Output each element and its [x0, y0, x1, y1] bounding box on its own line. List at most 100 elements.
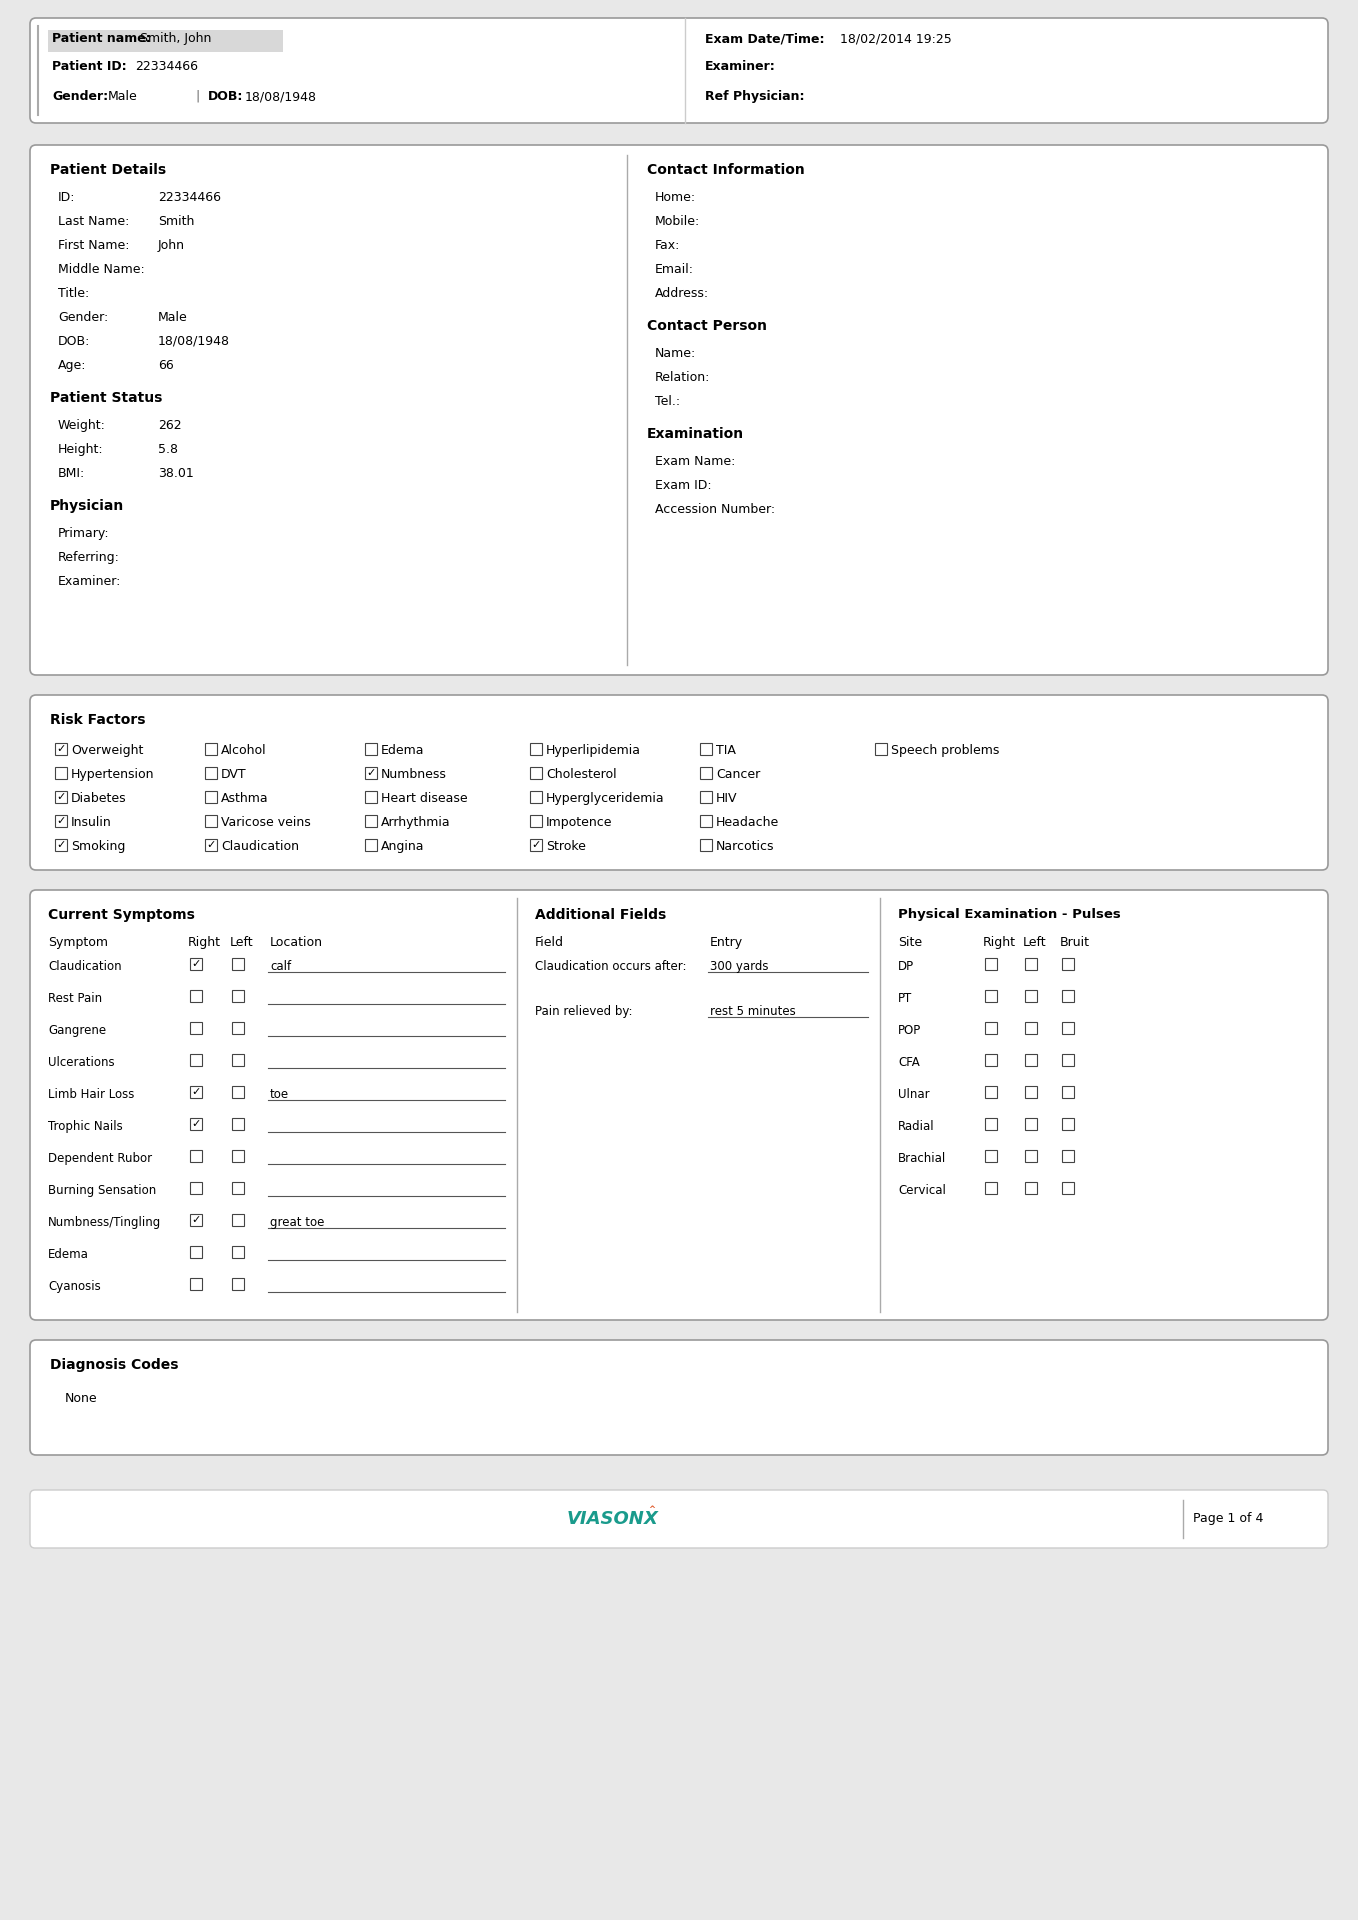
Text: DOB:: DOB:: [208, 90, 243, 104]
Text: Right: Right: [983, 937, 1016, 948]
Text: Current Symptoms: Current Symptoms: [48, 908, 196, 922]
Text: 18/08/1948: 18/08/1948: [158, 334, 230, 348]
Bar: [985, 1183, 997, 1194]
Text: Limb Hair Loss: Limb Hair Loss: [48, 1089, 134, 1100]
Text: Numbness: Numbness: [382, 768, 447, 781]
FancyBboxPatch shape: [30, 891, 1328, 1321]
Text: Home:: Home:: [655, 190, 697, 204]
Bar: [190, 1117, 202, 1131]
Text: Left: Left: [1023, 937, 1047, 948]
Text: VIASON: VIASON: [566, 1509, 644, 1528]
Bar: [205, 766, 217, 780]
Bar: [190, 1054, 202, 1066]
Text: Cholesterol: Cholesterol: [546, 768, 617, 781]
Text: John: John: [158, 238, 185, 252]
Bar: [232, 1117, 244, 1131]
Text: HIV: HIV: [716, 791, 737, 804]
Text: Name:: Name:: [655, 348, 697, 361]
Text: 300 yards: 300 yards: [710, 960, 769, 973]
Bar: [1062, 1021, 1074, 1035]
Text: Location: Location: [270, 937, 323, 948]
Text: Ref Physician:: Ref Physician:: [705, 90, 804, 104]
Bar: [190, 1279, 202, 1290]
Bar: [699, 839, 712, 851]
FancyBboxPatch shape: [30, 146, 1328, 676]
Text: Primary:: Primary:: [58, 526, 110, 540]
Text: Numbness/Tingling: Numbness/Tingling: [48, 1215, 162, 1229]
Bar: [699, 743, 712, 755]
Text: Physician: Physician: [50, 499, 124, 513]
Text: Male: Male: [109, 90, 137, 104]
Bar: [1025, 1054, 1038, 1066]
Text: ^: ^: [649, 1505, 656, 1513]
Text: Heart disease: Heart disease: [382, 791, 467, 804]
Bar: [985, 1021, 997, 1035]
Text: PT: PT: [898, 993, 913, 1004]
Bar: [56, 743, 67, 755]
Text: Examination: Examination: [646, 426, 744, 442]
Text: Site: Site: [898, 937, 922, 948]
Text: Gender:: Gender:: [52, 90, 109, 104]
Bar: [190, 991, 202, 1002]
Text: ✓: ✓: [191, 958, 201, 970]
Text: Arrhythmia: Arrhythmia: [382, 816, 451, 829]
Bar: [232, 1021, 244, 1035]
Text: POP: POP: [898, 1023, 922, 1037]
Text: 262: 262: [158, 419, 182, 432]
Text: Last Name:: Last Name:: [58, 215, 129, 228]
Text: calf: calf: [270, 960, 291, 973]
Text: Accession Number:: Accession Number:: [655, 503, 775, 516]
Bar: [205, 814, 217, 828]
Text: ✓: ✓: [367, 768, 376, 778]
Text: Contact Information: Contact Information: [646, 163, 805, 177]
Text: ✓: ✓: [56, 841, 65, 851]
Bar: [205, 791, 217, 803]
Bar: [365, 766, 378, 780]
Text: 18/08/1948: 18/08/1948: [244, 90, 316, 104]
Bar: [985, 1087, 997, 1098]
Text: Physical Examination - Pulses: Physical Examination - Pulses: [898, 908, 1120, 922]
Bar: [365, 814, 378, 828]
Text: Edema: Edema: [382, 743, 425, 756]
Bar: [190, 958, 202, 970]
Text: Cervical: Cervical: [898, 1185, 947, 1196]
Text: Smith, John: Smith, John: [140, 33, 212, 44]
Bar: [205, 839, 217, 851]
Text: Overweight: Overweight: [71, 743, 144, 756]
Text: Angina: Angina: [382, 841, 425, 852]
Text: Bruit: Bruit: [1061, 937, 1090, 948]
Bar: [1025, 1117, 1038, 1131]
Bar: [365, 791, 378, 803]
Text: Age:: Age:: [58, 359, 87, 372]
Text: ✓: ✓: [56, 791, 65, 803]
Text: ✓: ✓: [531, 841, 540, 851]
Bar: [985, 958, 997, 970]
Bar: [1062, 1087, 1074, 1098]
Text: Asthma: Asthma: [221, 791, 269, 804]
Text: Patient name:: Patient name:: [52, 33, 151, 44]
Text: Relation:: Relation:: [655, 371, 710, 384]
Text: Fax:: Fax:: [655, 238, 680, 252]
Text: Ulnar: Ulnar: [898, 1089, 930, 1100]
Bar: [530, 791, 542, 803]
Text: Title:: Title:: [58, 286, 90, 300]
Text: Patient Status: Patient Status: [50, 392, 163, 405]
Text: Stroke: Stroke: [546, 841, 585, 852]
Text: Tel.:: Tel.:: [655, 396, 680, 409]
Bar: [56, 766, 67, 780]
Text: Hyperlipidemia: Hyperlipidemia: [546, 743, 641, 756]
Text: 38.01: 38.01: [158, 467, 194, 480]
Text: Weight:: Weight:: [58, 419, 106, 432]
Bar: [365, 839, 378, 851]
Text: Right: Right: [187, 937, 221, 948]
Text: Address:: Address:: [655, 286, 709, 300]
FancyBboxPatch shape: [30, 17, 1328, 123]
Text: ID:: ID:: [58, 190, 76, 204]
Text: Examiner:: Examiner:: [705, 60, 775, 73]
Text: Alcohol: Alcohol: [221, 743, 266, 756]
Bar: [232, 1150, 244, 1162]
Text: 66: 66: [158, 359, 174, 372]
Bar: [1025, 958, 1038, 970]
Text: Mobile:: Mobile:: [655, 215, 701, 228]
Text: Smoking: Smoking: [71, 841, 125, 852]
